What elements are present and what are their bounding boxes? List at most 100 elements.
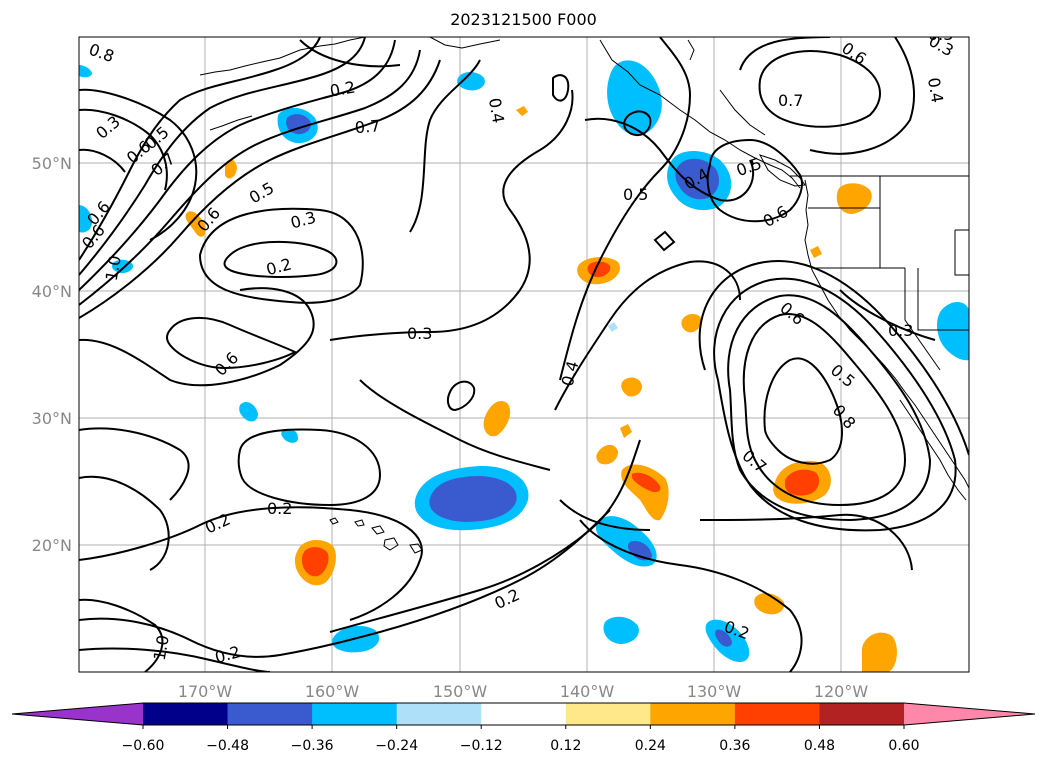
contour-line xyxy=(79,148,126,173)
coastline xyxy=(429,37,501,49)
colorbar-segment xyxy=(565,703,651,725)
contour-line xyxy=(359,379,551,471)
contour-label: 0.4 xyxy=(485,96,508,124)
contour-line xyxy=(166,316,298,370)
contour-line xyxy=(559,37,692,381)
anomaly-blob xyxy=(621,377,642,397)
contour-line xyxy=(698,260,969,456)
coastline xyxy=(599,39,801,189)
coastlines xyxy=(199,37,969,554)
contour-line xyxy=(79,59,441,319)
contour-line xyxy=(79,598,164,672)
colorbar-extend-low xyxy=(12,703,143,725)
contour-line xyxy=(706,138,803,223)
colorbar-tick-label: 0.24 xyxy=(635,738,666,754)
lon-label: 120°W xyxy=(814,682,869,701)
contour-label: 1.0 xyxy=(150,634,173,662)
lat-label: 30°N xyxy=(32,409,72,428)
contour-line xyxy=(299,39,936,341)
contour-line xyxy=(552,74,570,102)
contour-line xyxy=(223,240,338,278)
anomaly-blob xyxy=(754,593,785,615)
contour-line xyxy=(329,89,574,341)
anomaly-blob xyxy=(286,114,311,135)
colorbar-segment xyxy=(143,703,229,725)
anomaly-blob xyxy=(457,72,485,91)
anomaly-blob xyxy=(681,314,702,333)
contour-line xyxy=(554,260,741,411)
anomaly-blob xyxy=(185,211,206,237)
contour-line xyxy=(79,287,315,387)
contour-line xyxy=(579,519,803,672)
contour-line xyxy=(79,647,271,672)
anomaly-blob xyxy=(225,159,237,179)
coastline xyxy=(199,37,366,76)
anomaly-blob xyxy=(620,424,632,438)
colorbar-tick-label: 0.60 xyxy=(888,738,919,754)
contour-line xyxy=(329,439,641,633)
colorbar-tick-label: −0.24 xyxy=(375,738,418,754)
map-frame xyxy=(78,36,970,673)
coastline xyxy=(209,115,253,131)
lon-label: 150°W xyxy=(433,682,488,701)
colorbar-segment xyxy=(481,703,567,725)
lon-label: 170°W xyxy=(178,682,233,701)
anomaly-blob xyxy=(603,616,639,644)
contour-label: 0.7 xyxy=(354,116,381,137)
hawaii xyxy=(409,543,423,554)
anomaly-blob xyxy=(79,205,92,233)
contour-line xyxy=(79,39,396,291)
contour-label: 0.3 xyxy=(407,324,432,343)
contour-lines xyxy=(79,37,969,672)
contour-line xyxy=(559,499,913,571)
state-line xyxy=(808,176,941,371)
contour-line xyxy=(79,49,421,306)
colorbar-segment xyxy=(819,703,905,725)
contour-label: 0.4 xyxy=(924,76,947,104)
anomaly-blob xyxy=(810,246,822,258)
contour-label: 0.2 xyxy=(267,499,292,518)
contour-line xyxy=(758,50,881,128)
anomaly-blob xyxy=(483,401,511,437)
anomaly-blob xyxy=(937,301,969,361)
contour-label: 0.5 xyxy=(623,185,648,204)
colorbar-segments xyxy=(12,703,1035,725)
state-line xyxy=(917,268,969,331)
lat-label: 50°N xyxy=(32,154,72,173)
anomaly-blob xyxy=(715,629,732,647)
lat-label: 20°N xyxy=(32,536,72,555)
contour-line xyxy=(446,380,476,412)
colorbar-tick-label: 0.48 xyxy=(804,738,835,754)
contour-line xyxy=(79,108,168,191)
map-background xyxy=(79,37,969,672)
map-title: 2023121500 F000 xyxy=(450,10,597,29)
state-line xyxy=(954,229,969,276)
coastline xyxy=(687,39,766,136)
anomaly-blob xyxy=(516,106,528,116)
contour-line xyxy=(79,427,190,571)
latitude-labels: 50°N 40°N 30°N 20°N xyxy=(32,154,72,555)
anomaly-blob xyxy=(608,322,618,332)
colorbar-segment xyxy=(312,703,398,725)
coastline xyxy=(804,179,969,489)
anomaly-blob xyxy=(281,428,298,443)
coastline xyxy=(758,154,806,187)
colorbar-labels: −0.60 −0.48 −0.36 −0.24 −0.12 0.12 0.24 0.36 0.4… xyxy=(122,738,920,754)
anomaly-blob xyxy=(785,469,820,496)
colorbar xyxy=(11,702,1036,729)
colorbar-tick-label: 0.36 xyxy=(719,738,750,754)
colorbar-tick-label: 0.12 xyxy=(550,738,581,754)
contour-label: 0.3 xyxy=(888,321,913,340)
contour-label: 1.0 xyxy=(102,254,125,282)
lat-label: 40°N xyxy=(32,282,72,301)
contour-line xyxy=(653,230,676,252)
longitude-labels: 170°W 160°W 150°W 140°W 130°W 120°W xyxy=(178,682,869,701)
anomaly-blob xyxy=(302,547,329,577)
colorbar-ticks xyxy=(142,725,905,729)
contour-line xyxy=(79,506,423,621)
contour-line xyxy=(409,59,481,233)
anomaly-blob xyxy=(429,476,517,522)
colorbar-tick-label: −0.36 xyxy=(291,738,334,754)
contour-line xyxy=(584,117,755,202)
